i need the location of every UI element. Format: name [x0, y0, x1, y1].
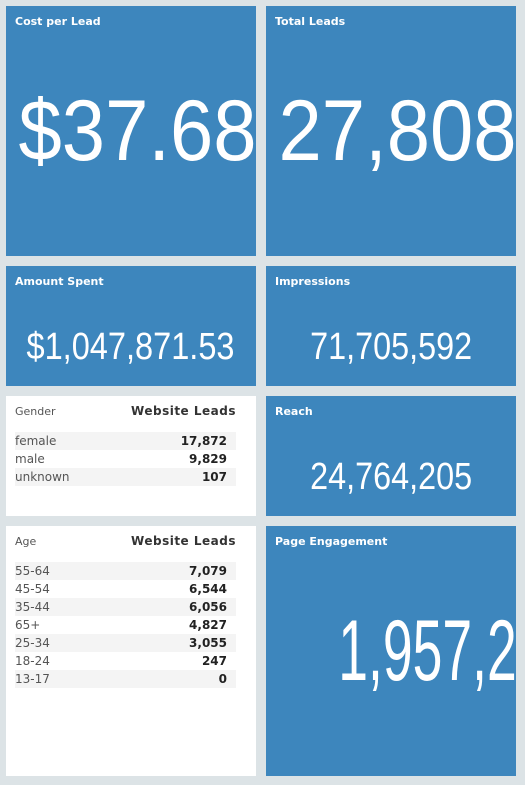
table-row: 18-24 247 — [15, 652, 236, 670]
header-cell: Website Leads — [131, 404, 236, 418]
row-value: 247 — [201, 654, 227, 668]
table-row: 45-54 6,544 — [15, 580, 236, 598]
row-label: 65+ — [15, 618, 41, 632]
leads-table: Age Website Leads 55-64 7,079 45-54 6,544 35-4… — [6, 526, 256, 776]
tile-value: $37.68 — [18, 83, 256, 179]
tile-value-box: 27,808 — [266, 88, 516, 174]
table-row: male 9,829 — [15, 450, 236, 468]
tile-value-box: $37.68 — [6, 88, 256, 174]
table-row: 55-64 7,079 — [15, 562, 236, 580]
tile-value-box: $1,047,871.53 — [6, 328, 256, 366]
tile-label: Cost per Lead — [15, 15, 101, 28]
row-value: 6,056 — [189, 600, 227, 614]
metric-tile: Total Leads 27,808 — [266, 6, 516, 256]
metric-tile: Amount Spent $1,047,871.53 — [6, 266, 256, 386]
row-value: 3,055 — [189, 636, 227, 650]
tile-value-box: 24,764,205 — [266, 458, 516, 496]
row-value: 4,827 — [189, 618, 227, 632]
tile-value: $1,047,871.53 — [26, 326, 235, 368]
tile-label: Amount Spent — [15, 275, 104, 288]
metric-tile: Impressions 71,705,592 — [266, 266, 516, 386]
tile-label: Reach — [275, 405, 313, 418]
tile-value: 24,764,205 — [310, 456, 472, 498]
table-row: 65+ 4,827 — [15, 616, 236, 634]
header-cell: Gender — [15, 405, 56, 418]
row-label: 45-54 — [15, 582, 50, 596]
tile-label: Page Engagement — [275, 535, 388, 548]
metric-tile: Page Engagement 1,957,227 — [266, 526, 516, 776]
metric-tile: Cost per Lead $37.68 — [6, 6, 256, 256]
row-value: 7,079 — [189, 564, 227, 578]
tile-value-box: 71,705,592 — [266, 328, 516, 366]
row-value: 0 — [218, 672, 227, 686]
row-label: 13-17 — [15, 672, 50, 686]
metric-tile: Reach 24,764,205 — [266, 396, 516, 516]
tile-value-box: 1,957,227 — [266, 608, 516, 694]
table-header: Age Website Leads — [15, 534, 236, 551]
tile-value: 71,705,592 — [310, 326, 472, 368]
tile-value: 1,957,227 — [338, 603, 516, 699]
row-label: unknown — [15, 470, 70, 484]
row-label: 55-64 — [15, 564, 50, 578]
tile-label: Total Leads — [275, 15, 346, 28]
table-row: unknown 107 — [15, 468, 236, 486]
header-cell: Age — [15, 535, 37, 548]
table-row: 13-17 0 — [15, 670, 236, 688]
header-cell: Website Leads — [131, 534, 236, 548]
row-value: 17,872 — [180, 434, 227, 448]
tile-label: Impressions — [275, 275, 351, 288]
row-value: 9,829 — [189, 452, 227, 466]
row-label: 25-34 — [15, 636, 50, 650]
table-row: 25-34 3,055 — [15, 634, 236, 652]
row-value: 6,544 — [189, 582, 227, 596]
row-label: 18-24 — [15, 654, 50, 668]
tile-value: 27,808 — [278, 83, 516, 179]
leads-table: Gender Website Leads female 17,872 male 9,829… — [6, 396, 256, 516]
table-row: female 17,872 — [15, 432, 236, 450]
row-value: 107 — [201, 470, 227, 484]
row-label: 35-44 — [15, 600, 50, 614]
row-label: male — [15, 452, 45, 466]
table-row: 35-44 6,056 — [15, 598, 236, 616]
table-header: Gender Website Leads — [15, 404, 236, 421]
row-label: female — [15, 434, 57, 448]
